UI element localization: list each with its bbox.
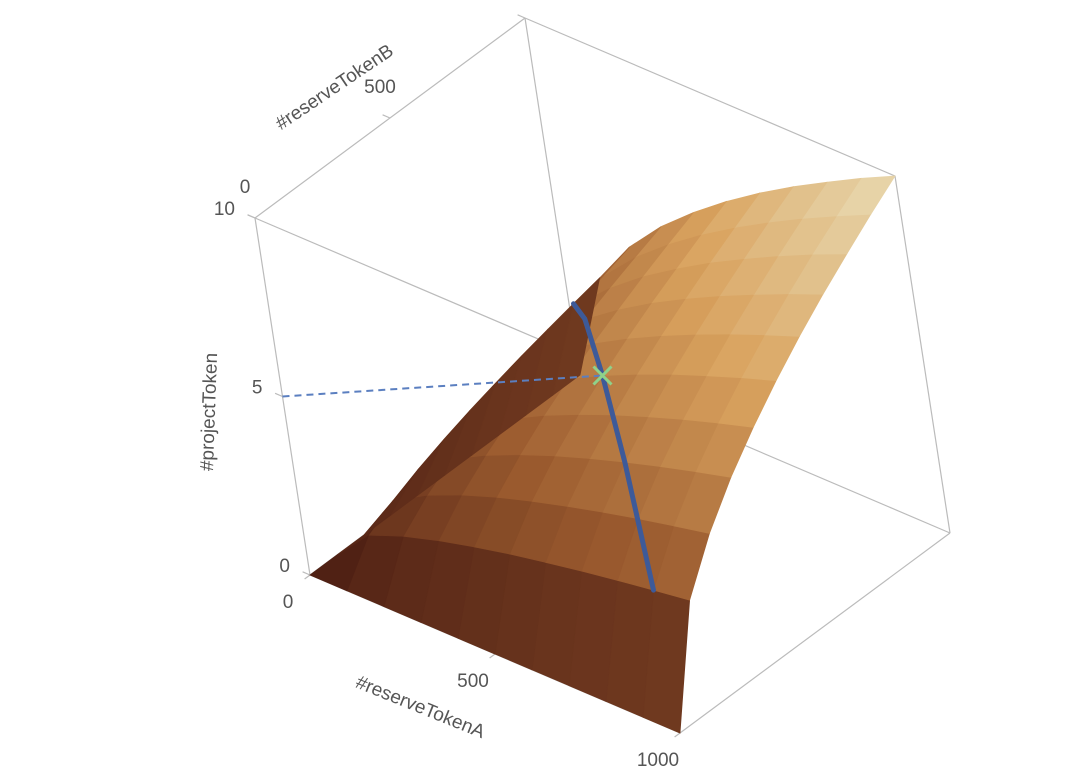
z-tick-label: 0 <box>279 556 290 577</box>
box-edge <box>894 175 951 534</box>
x-tick-label: 1000 <box>637 750 679 771</box>
x-tick <box>674 732 681 738</box>
y-tick-label: 500 <box>364 77 396 98</box>
z-tick <box>247 214 256 219</box>
z-axis-title: #projectToken <box>197 353 222 472</box>
z-tick <box>274 392 283 398</box>
x-tick-label: 500 <box>457 671 489 692</box>
z-tick <box>302 571 311 576</box>
y-tick-label: 0 <box>240 177 251 198</box>
y-tick <box>382 114 391 119</box>
box-edge <box>524 17 896 177</box>
y-tick <box>517 14 526 19</box>
z-tick-label: 10 <box>214 199 235 220</box>
surface-cell <box>552 276 601 396</box>
point-guide <box>282 374 603 398</box>
point-marker <box>592 365 613 386</box>
box-edge <box>679 532 951 734</box>
x-tick-label: 0 <box>283 592 294 613</box>
z-tick-label: 5 <box>252 378 263 399</box>
x-tick <box>489 653 496 659</box>
x-tick <box>304 574 311 580</box>
